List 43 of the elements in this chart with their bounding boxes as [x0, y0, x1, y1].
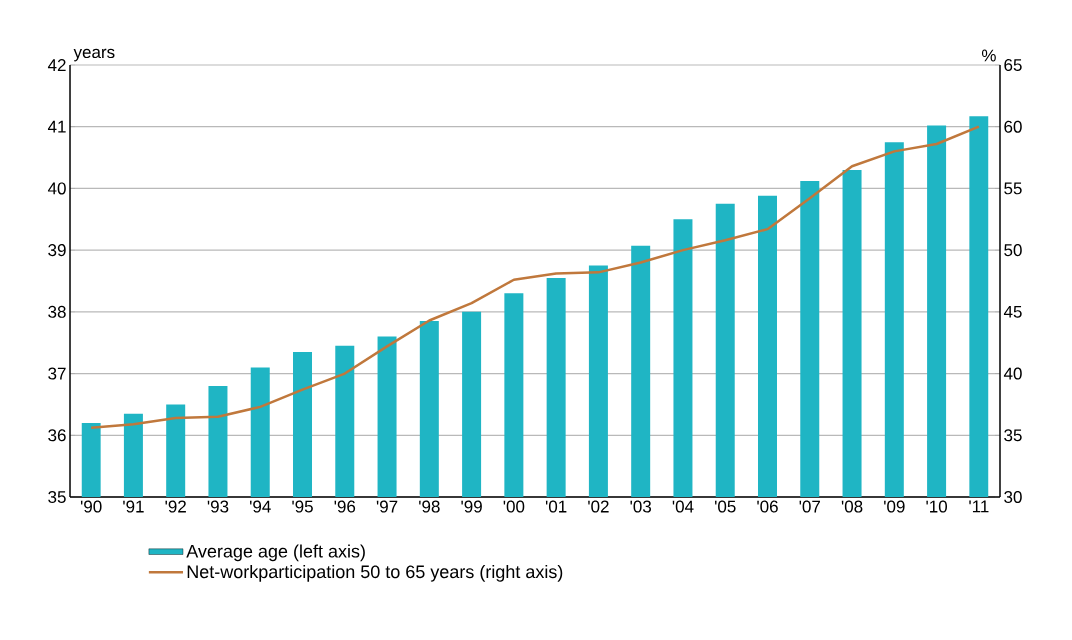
y2-tick-label: 40: [1003, 367, 1022, 380]
y2-tick-label: 55: [1004, 182, 1022, 195]
x-tick-label: '07: [799, 500, 820, 513]
x-tick-label: '00: [503, 500, 525, 513]
x-tick-label: '01: [545, 500, 567, 513]
y2-tick-label: 60: [1004, 120, 1022, 133]
y-tick-label: 38: [48, 305, 66, 318]
legend-label: Average age (left axis): [186, 544, 365, 562]
y2-tick-label: 45: [1003, 305, 1022, 318]
x-tick-label: '93: [207, 500, 229, 513]
line-series: [89, 125, 981, 430]
y-tick-label: 35: [48, 490, 66, 504]
y2-tick-label: 65: [1004, 58, 1022, 72]
x-tick-label: '90: [80, 500, 102, 513]
x-tick-label: '91: [123, 500, 144, 513]
x-tick-label: '02: [588, 500, 609, 513]
x-tick-label: '95: [292, 500, 313, 513]
x-tick-label: '06: [757, 500, 778, 513]
x-tick-label: '96: [334, 500, 356, 513]
x-tick-label: '98: [419, 500, 440, 513]
x-tick-label: '08: [841, 500, 863, 513]
y2-tick-label: 50: [1004, 244, 1022, 257]
x-tick-label: '92: [165, 500, 186, 513]
legend-label: Net-workparticipation 50 to 65 years (right axis): [187, 564, 563, 582]
x-tick-label: '94: [250, 500, 271, 513]
x-tick-label: '97: [376, 500, 398, 513]
y-tick-label: 36: [48, 429, 66, 442]
x-tick-label: '05: [715, 500, 736, 513]
x-tick-label: '10: [926, 500, 948, 513]
y2-tick-label: 30: [1004, 490, 1022, 504]
y-tick-label: 40: [47, 182, 66, 195]
x-tick-label: '03: [630, 500, 652, 513]
y2-tick-label: 35: [1004, 429, 1022, 442]
x-tick-label: '11: [969, 500, 989, 513]
y-tick-label: 41: [47, 120, 66, 133]
x-tick-label: '99: [461, 500, 482, 513]
y-tick-label: 37: [48, 367, 66, 380]
x-tick-label: '09: [884, 500, 905, 513]
y2-axis-title: %: [981, 49, 996, 62]
x-tick-label: '04: [672, 500, 694, 513]
y-tick-label: 42: [47, 59, 66, 71]
y-tick-label: 39: [48, 244, 66, 257]
y-axis-title: years: [73, 48, 115, 62]
